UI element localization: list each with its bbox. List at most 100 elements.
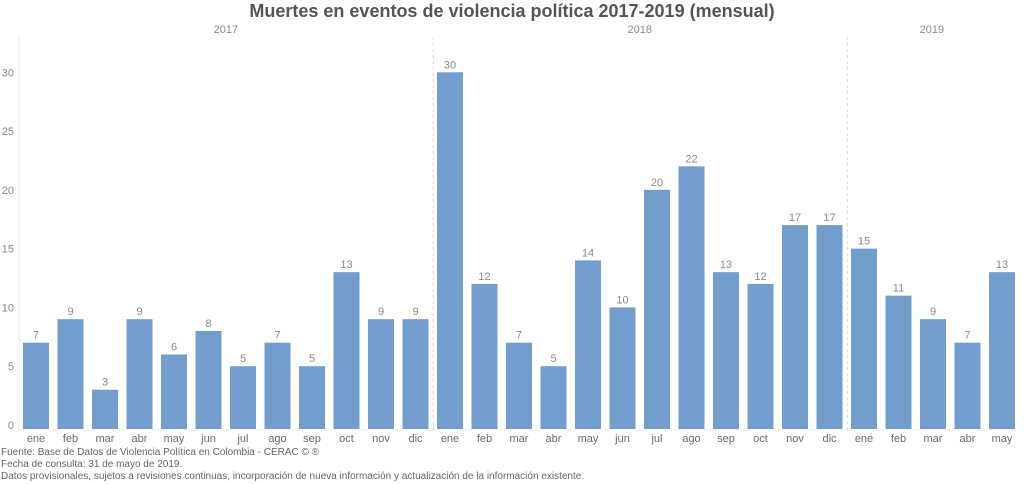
- bar: [713, 272, 739, 429]
- bar: [644, 189, 670, 429]
- x-tick-label: oct: [339, 433, 354, 445]
- x-tick-label: may: [164, 433, 185, 445]
- year-labels: 2017 2018 2019: [214, 24, 944, 36]
- bar: [299, 366, 325, 429]
- data-label: 12: [754, 271, 766, 283]
- x-tick-label: feb: [63, 433, 78, 445]
- data-label: 13: [720, 259, 732, 271]
- footnotes: Fuente: Base de Datos de Violencia Polít…: [1, 447, 584, 483]
- bar: [540, 366, 567, 429]
- x-tick-label: ene: [27, 433, 45, 445]
- bar: [57, 319, 84, 429]
- data-label: 13: [340, 259, 352, 271]
- x-tick-label: jul: [236, 433, 248, 445]
- footnote-source: Fuente: Base de Datos de Violencia Polít…: [1, 447, 320, 458]
- y-tick-label: 25: [2, 126, 14, 138]
- x-tick-label: dic: [408, 433, 423, 445]
- year-label: 2017: [214, 24, 238, 36]
- data-label: 7: [274, 330, 280, 342]
- x-tick-label: oct: [753, 433, 768, 445]
- data-label: 17: [789, 212, 801, 224]
- chart-title: Muertes en eventos de violencia política…: [249, 1, 775, 21]
- x-tick-label: abr: [546, 433, 562, 445]
- bar: [126, 319, 153, 429]
- bar: [609, 307, 636, 429]
- data-label: 12: [478, 271, 490, 283]
- y-tick-label: 10: [2, 302, 14, 314]
- x-tick-label: ago: [268, 433, 286, 445]
- bar: [161, 354, 187, 429]
- data-label: 6: [171, 341, 177, 353]
- x-tick-label: abr: [960, 433, 976, 445]
- bars: [23, 72, 1015, 430]
- x-tick-label: may: [578, 433, 599, 445]
- data-label: 9: [930, 306, 936, 318]
- x-tick-label: jun: [614, 433, 630, 445]
- bar: [885, 295, 912, 429]
- data-label: 17: [823, 212, 835, 224]
- footnote-disclaimer: Datos provisionales, sujetos a revisione…: [1, 471, 585, 482]
- x-tick-label: jun: [200, 433, 216, 445]
- category-labels: ene feb mar abr may jun jul ago sep oct nov dic ene f…: [27, 433, 1013, 445]
- data-label: 14: [582, 247, 594, 259]
- data-labels: 7 9 3 9 6 8 5 7 5 13 9 9 30 12 7 5 14 10 20 22 13 12 17 17 15 11 9…: [33, 59, 1008, 388]
- bar: [989, 272, 1015, 429]
- year-label: 2018: [628, 24, 652, 36]
- bar: [471, 283, 498, 429]
- x-tick-label: may: [992, 433, 1013, 445]
- x-tick-label: nov: [372, 433, 390, 445]
- data-label: 10: [616, 294, 628, 306]
- data-label: 11: [893, 283, 904, 295]
- bar: [782, 225, 808, 429]
- y-tick-label: 20: [2, 185, 14, 197]
- x-tick-label: mar: [510, 433, 529, 445]
- x-tick-label: ene: [855, 433, 873, 445]
- bar: [747, 283, 774, 429]
- footnote-date: Fecha de consulta: 31 de mayo de 2019.: [1, 459, 183, 470]
- x-tick-label: feb: [477, 433, 492, 445]
- data-label: 7: [33, 330, 39, 342]
- data-label: 9: [67, 306, 73, 318]
- data-label: 9: [412, 306, 418, 318]
- bar: [23, 342, 49, 429]
- data-label: 3: [102, 377, 108, 389]
- bar: [368, 319, 394, 429]
- x-tick-label: sep: [717, 433, 735, 445]
- data-label: 7: [516, 330, 522, 342]
- y-tick-label: 15: [2, 244, 14, 256]
- x-tick-label: nov: [786, 433, 804, 445]
- data-label: 13: [996, 259, 1008, 271]
- bar: [575, 260, 601, 429]
- year-label: 2019: [920, 24, 944, 36]
- data-label: 22: [685, 153, 697, 165]
- x-tick-label: jul: [650, 433, 662, 445]
- data-label: 5: [240, 353, 246, 365]
- bar: [954, 342, 981, 429]
- bar: [92, 389, 118, 429]
- x-tick-label: sep: [303, 433, 321, 445]
- bar: [437, 72, 463, 429]
- x-tick-label: ago: [682, 433, 700, 445]
- bar: [333, 272, 360, 429]
- data-label: 8: [205, 318, 211, 330]
- bar: [678, 166, 705, 430]
- data-label: 5: [309, 353, 315, 365]
- bar: [402, 319, 429, 429]
- y-tick-label: 5: [8, 361, 14, 373]
- x-tick-label: feb: [891, 433, 906, 445]
- data-label: 15: [858, 236, 870, 248]
- bar: [506, 342, 532, 429]
- data-label: 9: [378, 306, 384, 318]
- x-tick-label: mar: [924, 433, 943, 445]
- y-tick-label: 0: [8, 420, 14, 432]
- data-label: 30: [444, 59, 456, 71]
- x-tick-label: mar: [96, 433, 115, 445]
- x-tick-label: abr: [132, 433, 148, 445]
- bar: [264, 342, 291, 429]
- x-tick-label: dic: [822, 433, 837, 445]
- data-label: 7: [964, 330, 970, 342]
- bar: [851, 248, 877, 429]
- y-tick-labels: 0 5 10 15 20 25 30: [2, 67, 14, 432]
- axes: [18, 37, 1017, 431]
